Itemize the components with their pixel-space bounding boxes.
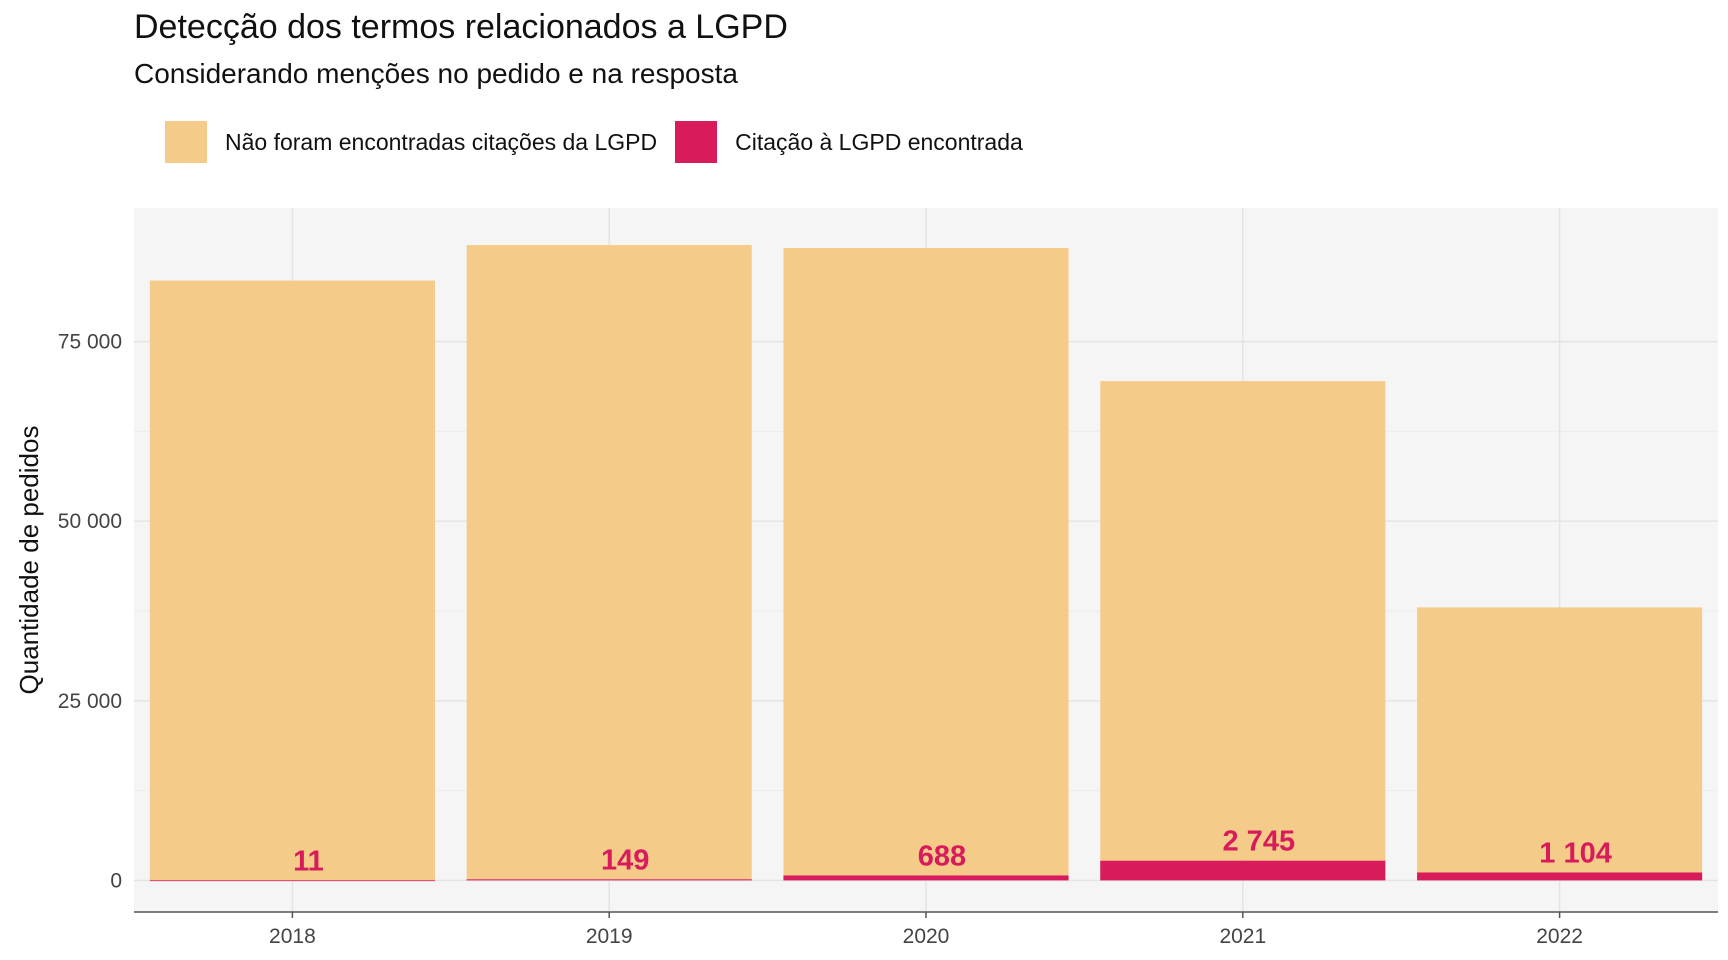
bar-no-citation xyxy=(466,245,752,880)
bar-citation xyxy=(1100,860,1386,881)
bar-citation xyxy=(1417,872,1703,881)
data-label-citation: 11 xyxy=(293,845,324,877)
chart-subtitle: Considerando menções no pedido e na resp… xyxy=(134,58,738,89)
y-axis-title: Quantidade de pedidos xyxy=(14,426,44,695)
data-label-citation: 149 xyxy=(601,844,649,876)
bar-no-citation xyxy=(149,280,435,881)
x-tick-label: 2022 xyxy=(1536,925,1583,948)
x-tick-label: 2021 xyxy=(1219,925,1266,948)
y-tick-label: 25 000 xyxy=(58,690,122,713)
x-tick-label: 2019 xyxy=(586,925,633,948)
legend-swatch-citation xyxy=(675,121,718,163)
legend-swatch-no-citation xyxy=(165,121,207,163)
y-tick-label: 50 000 xyxy=(58,510,122,533)
x-tick-label: 2020 xyxy=(903,925,950,948)
bar-no-citation xyxy=(1100,381,1386,861)
bar-citation xyxy=(783,875,1069,881)
data-label-citation: 1 104 xyxy=(1539,837,1612,869)
legend-item-citation: Citação à LGPD encontrada xyxy=(675,121,1023,163)
data-label-citation: 2 745 xyxy=(1223,826,1296,858)
legend-label-citation: Citação à LGPD encontrada xyxy=(735,128,1023,155)
legend-label-no-citation: Não foram encontradas citações da LGPD xyxy=(225,128,658,155)
legend-item-no-citation: Não foram encontradas citações da LGPD xyxy=(165,121,657,163)
y-tick-label: 0 xyxy=(110,869,122,892)
chart-title: Detecção dos termos relacionados a LGPD xyxy=(134,8,788,46)
data-label-citation: 688 xyxy=(918,840,966,872)
bar-no-citation xyxy=(1417,607,1703,873)
legend: Não foram encontradas citações da LGPD C… xyxy=(165,120,1041,164)
x-tick-label: 2018 xyxy=(269,925,316,948)
y-tick-label: 75 000 xyxy=(58,331,122,354)
bar-citation xyxy=(466,879,752,881)
bar-no-citation xyxy=(783,248,1069,876)
bar-citation xyxy=(149,880,435,882)
